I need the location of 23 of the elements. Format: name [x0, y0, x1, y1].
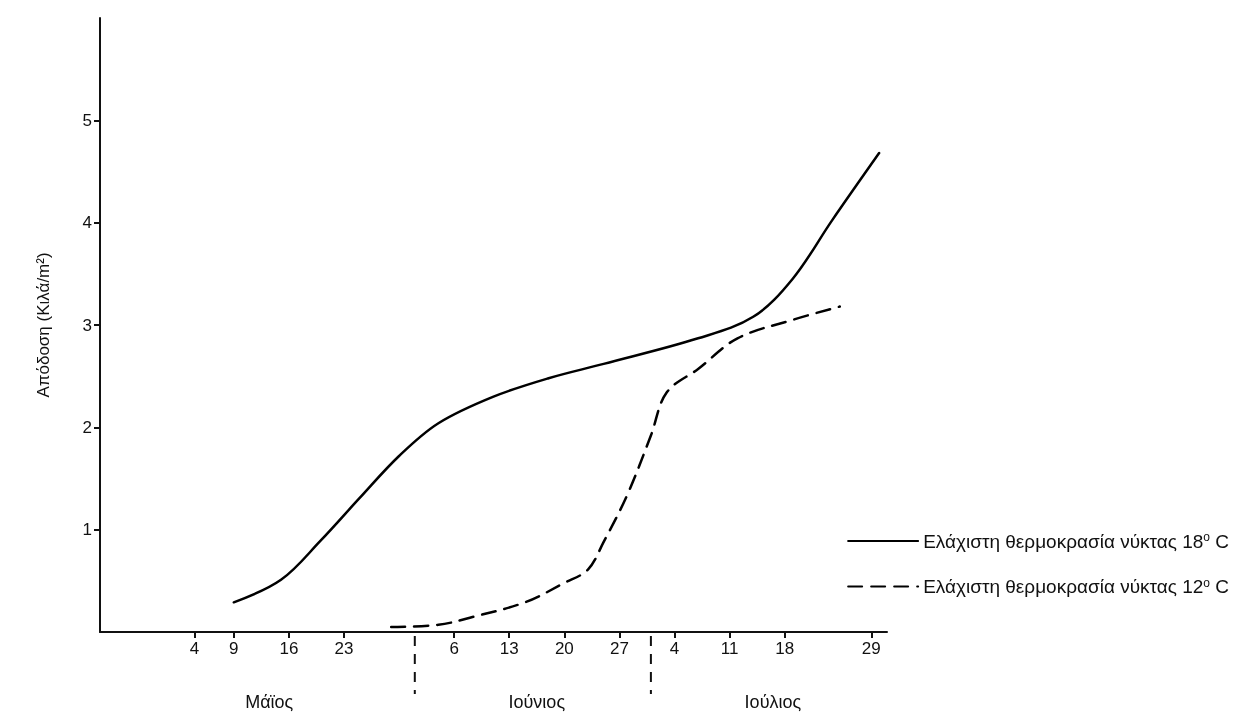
y-axis-title: Απόδοση (Κιλά/m²) [34, 252, 53, 398]
text: Ιούνιος [508, 692, 566, 712]
y-tick-label: 5 [82, 110, 92, 130]
x-tick-label: 23 [334, 639, 354, 658]
x-tick-label: 29 [861, 639, 881, 658]
y-tick-label: 4 [82, 213, 92, 233]
y-tick-label: 2 [82, 417, 92, 437]
y-tick-label: 1 [82, 520, 92, 540]
line-series [232, 151, 881, 604]
y-tick-label: 3 [82, 315, 92, 335]
x-tick-label: 9 [229, 639, 239, 658]
x-tick-label: 20 [554, 639, 574, 658]
x-tick-label: 6 [449, 639, 459, 658]
x-tick-label: 16 [279, 639, 299, 658]
x-tick-label: 27 [609, 639, 629, 658]
x-tick-label: 18 [775, 639, 795, 658]
x-tick-label: 13 [499, 639, 519, 658]
x-tick-label: 4 [189, 639, 200, 658]
line-series [389, 305, 842, 629]
text: Μάϊος [245, 692, 294, 712]
x-tick-label: 11 [720, 639, 739, 658]
text: Ιούλιος [744, 692, 802, 712]
x-tick-label: 4 [669, 639, 680, 658]
